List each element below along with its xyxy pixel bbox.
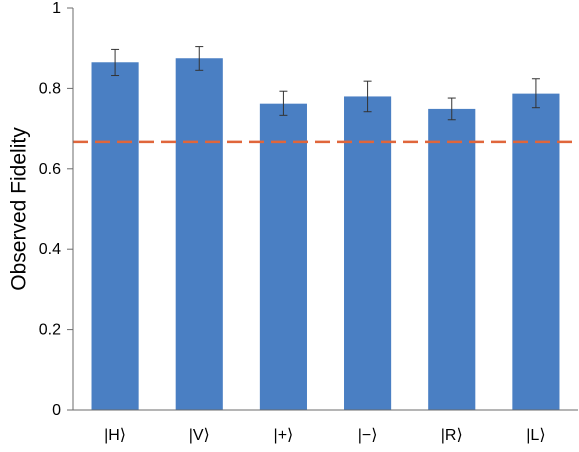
- error-bars: [111, 46, 540, 121]
- y-tick-label: 0.8: [39, 80, 61, 97]
- category-label: |−⟩: [358, 427, 378, 444]
- bar: [344, 96, 392, 410]
- y-tick-label: 0: [52, 402, 61, 419]
- y-axis-title: Observed Fidelity: [8, 127, 31, 291]
- y-axis-ticks: 0 0.2 0.4 0.6 0.8 1: [39, 0, 73, 419]
- category-label: |V⟩: [189, 427, 210, 444]
- category-label: |+⟩: [274, 427, 294, 444]
- bar: [259, 103, 307, 411]
- bar: [91, 62, 139, 411]
- category-label: |R⟩: [441, 427, 463, 444]
- y-tick-label: 0.4: [39, 241, 61, 258]
- y-tick-label: 0.2: [39, 322, 61, 339]
- y-tick-label: 1: [52, 0, 61, 17]
- bar: [512, 93, 560, 410]
- y-tick-label: 0.6: [39, 161, 61, 178]
- category-label: |L⟩: [526, 427, 545, 444]
- bar: [428, 108, 476, 410]
- bars: [91, 58, 560, 411]
- category-label: |H⟩: [104, 427, 126, 444]
- bar: [175, 58, 223, 410]
- x-axis-category-labels: |H⟩ |V⟩ |+⟩ |−⟩ |R⟩ |L⟩: [104, 427, 545, 444]
